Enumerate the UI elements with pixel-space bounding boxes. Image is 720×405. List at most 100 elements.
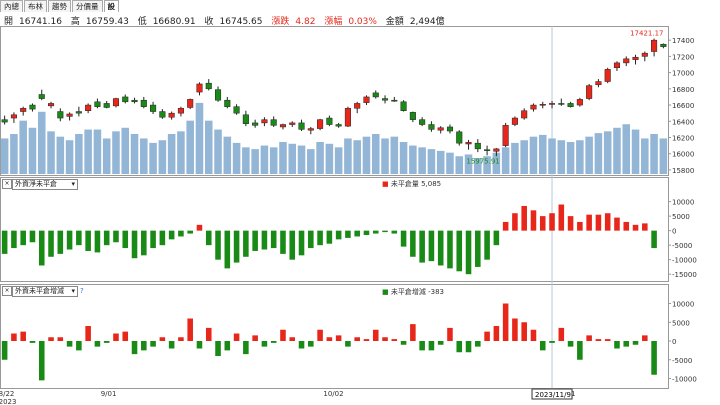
pane3-bar bbox=[539, 341, 546, 351]
volume-bar bbox=[223, 136, 232, 174]
pane2-tick-label: 5000 bbox=[672, 213, 690, 221]
candle-body bbox=[307, 128, 314, 131]
volume-bar bbox=[371, 134, 380, 174]
volume-bar bbox=[93, 129, 102, 174]
volume-bar bbox=[297, 145, 306, 174]
pane2-bar bbox=[66, 230, 73, 250]
close-pane-icon[interactable]: × bbox=[2, 179, 12, 189]
pane3-bar bbox=[178, 337, 184, 341]
tab-4[interactable]: 設 bbox=[103, 0, 119, 12]
tab-1[interactable]: 布林 bbox=[24, 0, 47, 12]
candle-body bbox=[187, 99, 194, 108]
pane2-bar bbox=[308, 230, 314, 249]
date-tick-label: 9/01 bbox=[101, 390, 117, 398]
pct-value: 0.03% bbox=[348, 17, 377, 27]
pane3-bar bbox=[29, 341, 36, 343]
pane2-select[interactable]: 外資淨未平倉 bbox=[12, 179, 78, 190]
pane3-bar bbox=[642, 335, 648, 341]
candle-body bbox=[122, 96, 129, 103]
pane2-bar bbox=[391, 230, 398, 234]
tab-2[interactable]: 趨勢 bbox=[48, 0, 71, 12]
pane2-bar bbox=[196, 224, 203, 231]
candle-body bbox=[446, 126, 454, 132]
volume-bar bbox=[102, 138, 111, 174]
volume-bar bbox=[0, 138, 9, 174]
volume-bar bbox=[37, 111, 46, 174]
pane3-bar bbox=[410, 324, 416, 341]
pane2-bar bbox=[651, 230, 657, 249]
pane2-bar bbox=[252, 230, 258, 251]
pane2-frame bbox=[0, 177, 669, 282]
candle-body bbox=[85, 104, 92, 111]
pane2-bar bbox=[521, 205, 527, 231]
volume-bar bbox=[149, 142, 157, 174]
volume-bar bbox=[186, 120, 194, 174]
pane3-bar bbox=[595, 339, 602, 341]
pane3-bar bbox=[456, 341, 463, 353]
pane2-tick-label: -5000 bbox=[672, 242, 692, 250]
pane2-bar bbox=[57, 230, 64, 254]
candle-body bbox=[159, 111, 166, 118]
pane2-bar bbox=[447, 230, 453, 269]
pane3-select[interactable]: 外資未平倉增減 bbox=[12, 286, 78, 297]
candle-body bbox=[632, 56, 639, 60]
candle-body bbox=[224, 99, 231, 107]
pane2-bar bbox=[113, 230, 119, 243]
pane2-bar bbox=[400, 230, 407, 247]
low-annotation: 15975.91 bbox=[466, 158, 499, 166]
candle-body bbox=[363, 96, 370, 103]
candle-body bbox=[502, 125, 509, 146]
pane2-bar bbox=[150, 230, 156, 249]
low-label: 低 bbox=[137, 17, 147, 27]
candle-body bbox=[196, 83, 203, 93]
candle-body bbox=[521, 110, 528, 119]
pane2-bar bbox=[178, 230, 184, 237]
pane3-bar bbox=[270, 341, 277, 343]
candle-body bbox=[567, 103, 574, 107]
volume-bar bbox=[75, 134, 83, 174]
pane2-bar bbox=[354, 230, 360, 237]
crosshair-date-box bbox=[531, 388, 573, 400]
volume-bar bbox=[362, 136, 371, 174]
volume-bar bbox=[566, 142, 575, 174]
high-value: 16759.43 bbox=[85, 17, 129, 27]
price-tick-label: 16000 bbox=[672, 151, 694, 159]
volume-bar bbox=[307, 149, 315, 174]
pane3-bar bbox=[280, 329, 286, 341]
date-tick-label: 8/22 bbox=[0, 390, 14, 398]
tab-3[interactable]: 分價量 bbox=[72, 0, 103, 12]
tab-0[interactable]: 內總 bbox=[0, 0, 23, 12]
pane3-bar bbox=[141, 341, 147, 351]
price-tick-label: 16800 bbox=[672, 86, 694, 94]
change-value: 4.82 bbox=[295, 17, 316, 27]
candle-body bbox=[205, 82, 212, 90]
volume-bar bbox=[585, 136, 593, 174]
volume-bar bbox=[130, 134, 139, 174]
pane3-bar bbox=[475, 341, 481, 347]
close-label: 收 bbox=[204, 17, 214, 27]
candle-body bbox=[112, 98, 120, 107]
volume-bar bbox=[177, 131, 185, 174]
pane3-bar bbox=[437, 341, 444, 345]
volume-bar bbox=[84, 129, 92, 174]
close-pane-icon[interactable]: × bbox=[2, 286, 12, 296]
pane3-bar bbox=[391, 339, 398, 341]
candle-body bbox=[10, 114, 17, 119]
candle-body bbox=[409, 112, 416, 120]
price-tick-label: 16400 bbox=[672, 118, 694, 126]
volume-bar bbox=[167, 134, 176, 174]
candle-body bbox=[354, 103, 361, 109]
pane3-bar bbox=[85, 326, 91, 341]
volume-bar bbox=[260, 145, 269, 174]
candle-body bbox=[456, 131, 463, 144]
pane2-bar bbox=[243, 230, 249, 257]
change-label: 漲跌 bbox=[271, 17, 290, 27]
pane2-bar bbox=[456, 230, 463, 272]
pane3-bar bbox=[20, 331, 26, 341]
pane2-bar bbox=[29, 230, 36, 243]
help-icon[interactable]: ? bbox=[80, 287, 84, 295]
pane3-bar bbox=[150, 341, 156, 347]
pane2-bar bbox=[11, 230, 17, 249]
volume-bar bbox=[446, 152, 454, 174]
